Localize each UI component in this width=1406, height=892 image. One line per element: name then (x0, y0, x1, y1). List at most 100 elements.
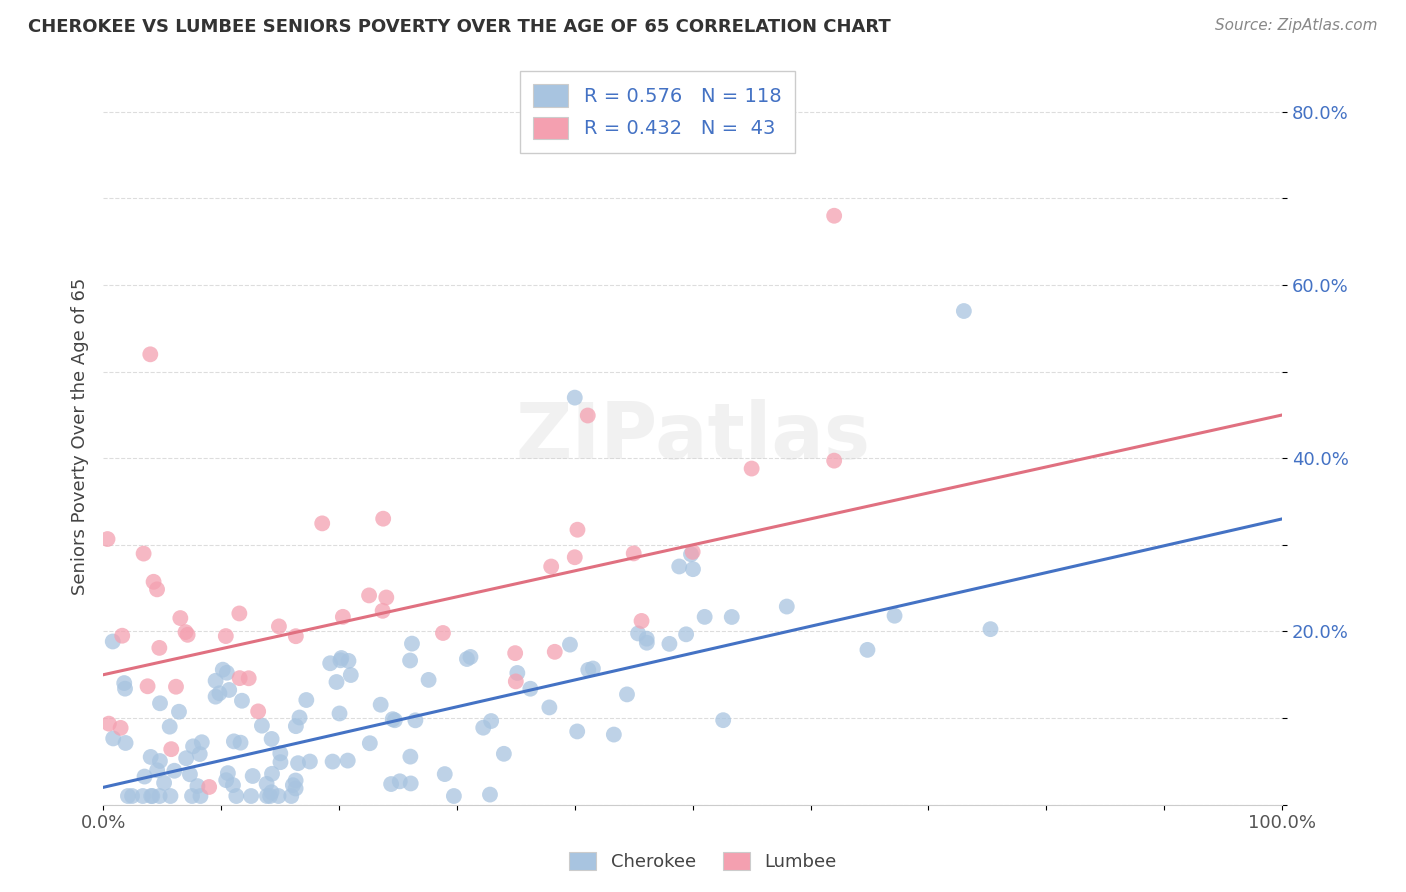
Point (229, 736, 252, 750)
Point (217, 766, 239, 780)
Point (247, 705, 270, 719)
Point (242, 769, 264, 783)
Point (260, 766, 283, 780)
Point (288, 710, 311, 724)
Point (460, 649, 482, 664)
Point (384, 713, 406, 727)
Point (153, 776, 176, 790)
Point (399, 749, 422, 764)
Text: Source: ZipAtlas.com: Source: ZipAtlas.com (1215, 18, 1378, 33)
Point (179, 767, 201, 781)
Text: CHEROKEE VS LUMBEE SENIORS POVERTY OVER THE AGE OF 65 CORRELATION CHART: CHEROKEE VS LUMBEE SENIORS POVERTY OVER … (28, 18, 891, 36)
Point (110, 721, 132, 735)
Point (132, 547, 155, 561)
Point (682, 545, 704, 559)
Point (174, 625, 197, 640)
Point (149, 754, 172, 768)
Point (401, 637, 423, 651)
Point (142, 574, 165, 589)
Point (418, 673, 440, 687)
Point (159, 720, 181, 734)
Point (503, 646, 526, 660)
Point (567, 523, 589, 537)
Point (373, 511, 395, 525)
Point (630, 614, 652, 628)
Point (711, 713, 734, 727)
Point (336, 754, 359, 768)
Point (544, 645, 567, 659)
Point (576, 409, 599, 423)
Point (359, 736, 381, 750)
Point (228, 671, 250, 685)
Point (433, 767, 456, 781)
Point (582, 661, 605, 675)
Point (111, 629, 134, 643)
Point (479, 714, 502, 728)
Point (204, 673, 226, 688)
Point (139, 789, 162, 803)
Point (682, 562, 704, 576)
Point (478, 788, 501, 802)
Point (564, 550, 586, 565)
Point (443, 789, 465, 803)
Point (121, 789, 143, 803)
Point (181, 739, 204, 754)
Point (456, 652, 478, 666)
Point (603, 728, 626, 742)
Point (174, 751, 197, 765)
Point (399, 653, 422, 667)
Point (284, 773, 307, 788)
Point (97, 716, 120, 731)
Point (287, 756, 309, 771)
Point (163, 764, 186, 778)
Point (269, 747, 291, 761)
Point (823, 209, 845, 223)
Point (190, 789, 212, 803)
Point (176, 628, 198, 642)
Point (259, 789, 281, 803)
Point (204, 690, 226, 704)
Point (139, 347, 162, 361)
Point (776, 599, 799, 614)
Point (623, 546, 645, 560)
Point (693, 610, 716, 624)
Point (953, 304, 976, 318)
Point (228, 607, 250, 621)
Point (114, 681, 136, 696)
Point (146, 763, 169, 777)
Point (668, 559, 690, 574)
Point (167, 705, 190, 719)
Point (311, 516, 333, 531)
Point (188, 747, 211, 761)
Legend: Cherokee, Lumbee: Cherokee, Lumbee (562, 845, 844, 879)
Point (979, 622, 1001, 636)
Point (281, 778, 304, 792)
Point (136, 679, 159, 693)
Point (160, 742, 183, 756)
Point (148, 640, 170, 655)
Point (388, 774, 411, 789)
Point (370, 698, 392, 712)
Point (260, 731, 283, 746)
Point (215, 665, 238, 680)
Point (432, 626, 454, 640)
Point (636, 636, 658, 650)
Point (636, 632, 658, 646)
Point (181, 789, 204, 803)
Point (576, 663, 599, 677)
Point (675, 627, 697, 641)
Point (165, 680, 187, 694)
Point (337, 654, 360, 668)
Point (186, 779, 208, 793)
Point (359, 588, 381, 602)
Point (280, 789, 302, 803)
Point (472, 721, 495, 735)
Point (139, 750, 162, 764)
Point (322, 755, 344, 769)
Point (720, 610, 742, 624)
Point (298, 755, 321, 769)
Point (256, 789, 278, 803)
Point (284, 629, 307, 643)
Point (191, 735, 214, 749)
Point (371, 604, 394, 618)
